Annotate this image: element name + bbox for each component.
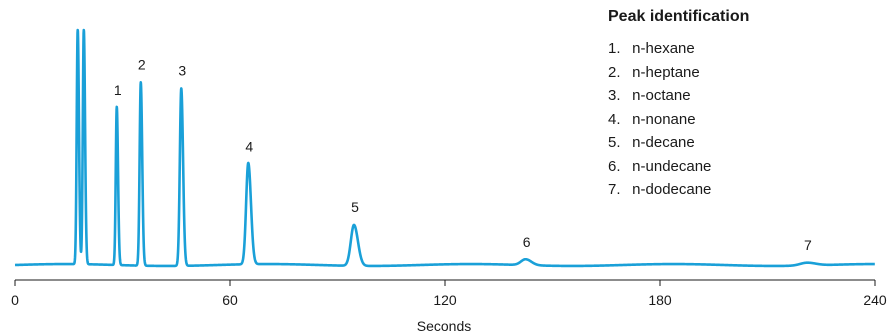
peak-label-4: 4 <box>245 139 253 155</box>
legend-item-number: 7. <box>608 181 621 198</box>
peak-label-3: 3 <box>178 63 186 79</box>
legend-list: 1. n-hexane 2. n-heptane 3. n-octane 4. n-n… <box>608 37 749 202</box>
trace-layer <box>13 28 876 268</box>
legend-item-number: 5. <box>608 134 621 151</box>
legend-item-name: n-undecane <box>628 157 712 175</box>
legend-item-number: 4. <box>608 110 621 128</box>
peak-label-5: 5 <box>351 199 359 215</box>
legend-item-number: 1. <box>608 40 621 57</box>
legend-item: 6. n-undecane <box>608 155 749 179</box>
legend-item-number: 6. <box>608 157 621 175</box>
chromatogram-trace <box>13 28 876 268</box>
legend-item-number: 2. <box>608 63 621 81</box>
legend-item-name: n-octane <box>628 87 691 104</box>
peak-label-1: 1 <box>114 82 122 98</box>
peak-label-7: 7 <box>804 237 812 253</box>
legend-item: 3. n-octane <box>608 84 749 108</box>
peak-label-6: 6 <box>523 234 531 250</box>
legend-item: 7. n-dodecane <box>608 178 749 202</box>
legend-item-name: n-heptane <box>628 63 700 81</box>
x-tick-label: 120 <box>433 292 457 308</box>
x-tick-label: 180 <box>648 292 672 308</box>
peak-labels: 12 3 4 5 6 7 <box>114 57 812 253</box>
legend-item-number: 3. <box>608 87 621 104</box>
x-axis-title: Seconds <box>417 318 471 334</box>
legend-item-name: n-dodecane <box>628 181 712 198</box>
legend-item-name: n-decane <box>628 134 695 151</box>
x-tick-label: 240 <box>863 292 887 308</box>
peak-identification-legend: Peak identification 1. n-hexane 2. n-hept… <box>608 8 749 202</box>
legend-item-name: n-nonane <box>628 110 696 128</box>
legend-item-name: n-hexane <box>628 40 695 57</box>
x-tick-label: 0 <box>11 292 19 308</box>
legend-item: 4. n-nonane <box>608 108 749 132</box>
x-axis: 0 60 120 180 240 <box>11 279 887 308</box>
peak-label-2: 2 <box>138 57 146 73</box>
legend-item: 1. n-hexane <box>608 37 749 61</box>
legend-item: 2. n-heptane <box>608 61 749 85</box>
legend-item: 5. n-decane <box>608 131 749 155</box>
x-tick-label: 60 <box>222 292 238 308</box>
legend-title: Peak identification <box>608 8 750 25</box>
